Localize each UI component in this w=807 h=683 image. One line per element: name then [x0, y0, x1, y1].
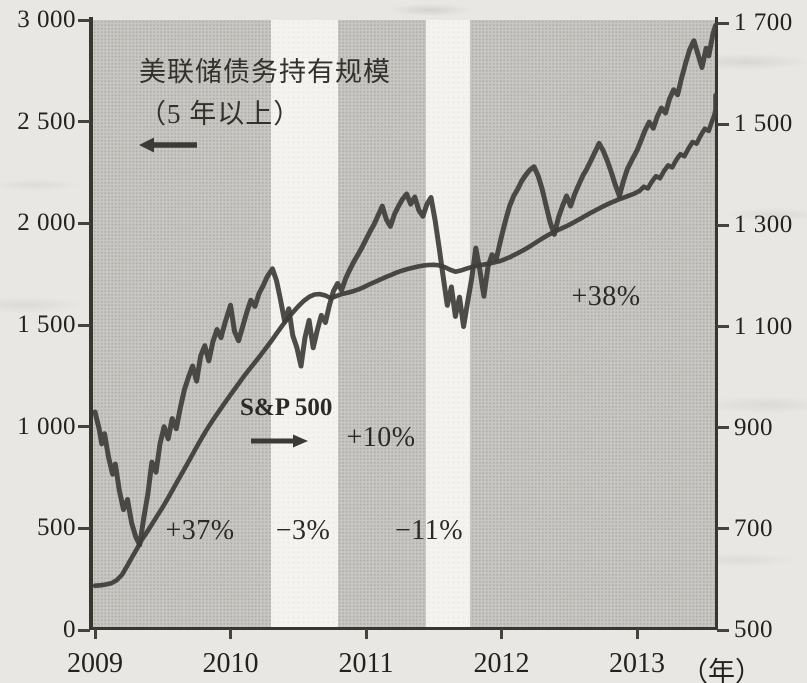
- right-axis-tick-label: 1 100: [734, 312, 793, 340]
- right-y-axis-line: [714, 17, 718, 630]
- left-axis-tick-label: 1 500: [17, 311, 76, 338]
- left-axis-tick-label: 3 000: [17, 6, 76, 33]
- x-axis-tick-label: 2012: [473, 648, 530, 679]
- right-axis-tick: [717, 426, 729, 430]
- right-axis-tick: [717, 122, 729, 126]
- annotation-gap1-pct: −3%: [275, 515, 331, 546]
- left-axis-tick-label: 2 500: [17, 107, 76, 135]
- left-axis-tick: [78, 628, 90, 632]
- annotation-qe2-pct: +10%: [346, 422, 416, 453]
- x-axis-unit-label: （年）: [681, 657, 762, 683]
- left-axis-tick-label: 2 000: [17, 209, 76, 237]
- left-axis-tick: [78, 120, 90, 124]
- right-axis-tick: [717, 325, 729, 328]
- right-axis-tick-label: 700: [734, 514, 773, 542]
- left-axis-tick-label: 0: [63, 616, 76, 643]
- x-axis-tick: [93, 629, 97, 639]
- fed-series-title-line2: （5 年以上）: [139, 99, 302, 129]
- left-axis-tick: [78, 221, 90, 225]
- right-axis-tick-label: 500: [734, 616, 773, 643]
- annotation-qe3-pct: +38%: [571, 281, 641, 312]
- left-y-axis-line: [89, 17, 93, 630]
- annotation-gap2-pct: −11%: [394, 515, 464, 546]
- right-axis-tick-label: 1 300: [734, 211, 793, 239]
- left-axis-tick-label: 1 000: [17, 412, 76, 440]
- x-axis-tick-label: 2013: [609, 648, 665, 679]
- left-axis-tick: [78, 323, 90, 327]
- right-axis-tick: [717, 21, 729, 25]
- x-axis-tick-label: 2011: [338, 648, 394, 679]
- x-axis-tick: [364, 629, 368, 639]
- x-axis-tick: [500, 629, 503, 639]
- right-axis-tick: [717, 628, 729, 632]
- x-axis-tick-label: 2009: [67, 648, 123, 679]
- left-axis-tick: [78, 526, 90, 530]
- left-axis-tick-label: 500: [37, 514, 76, 542]
- x-axis-line: [89, 626, 718, 630]
- sp500-series-label: S&P 500: [240, 394, 333, 421]
- right-axis-tick-label: 1 700: [734, 9, 793, 36]
- right-axis-tick: [717, 527, 729, 531]
- left-axis-tick: [78, 18, 90, 22]
- x-axis-tick: [229, 629, 232, 639]
- annotation-qe1-pct: +37%: [165, 515, 235, 546]
- right-axis-tick-label: 1 500: [734, 110, 793, 138]
- x-axis-tick-label: 2010: [202, 648, 259, 679]
- right-axis-tick: [717, 223, 729, 227]
- fed-series-title-line1: 美联储债务持有规模: [139, 57, 391, 87]
- right-axis-tick-label: 900: [734, 413, 773, 441]
- x-axis-tick: [635, 629, 639, 639]
- left-axis-tick: [78, 425, 90, 429]
